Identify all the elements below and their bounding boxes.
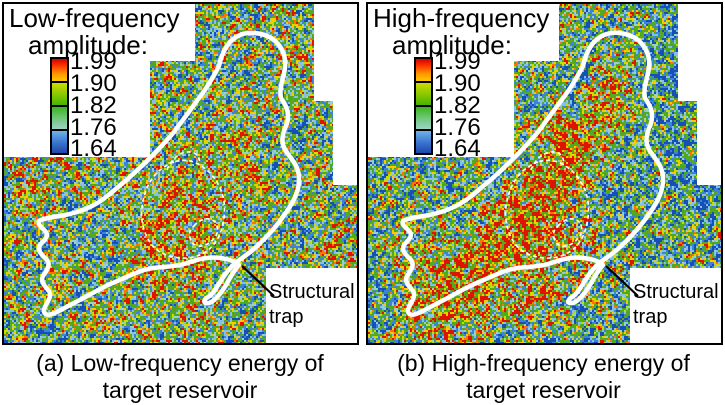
inner-contour-dashed — [188, 217, 219, 247]
survey-boundary-mask — [4, 4, 195, 61]
legend-title-line1: High-frequency — [373, 3, 550, 33]
structural-trap-label-line2: trap — [633, 306, 668, 328]
colorbar-tick-label: 1.64 — [434, 135, 481, 162]
survey-boundary-mask — [314, 4, 357, 101]
structural-trap-label-line2: trap — [269, 306, 304, 328]
colorbar-segment — [416, 59, 431, 83]
colorbar-segment — [416, 131, 431, 153]
panel-low-frequency: Low-frequency amplitude: 1.99 1.90 1.82 … — [2, 2, 359, 345]
caption-a-line1: (a) Low-frequency energy of — [36, 350, 324, 376]
colorbar-tick-label: 1.76 — [70, 114, 117, 141]
colorbar-segment — [52, 59, 67, 83]
inner-contour-dashed — [140, 159, 226, 259]
structural-trap-outline — [36, 30, 302, 317]
structural-trap-label-line1: Structural — [269, 281, 355, 303]
inner-contour-dashed — [504, 159, 590, 259]
survey-boundary-mask — [368, 4, 559, 61]
colorbar-tick-label: 1.64 — [70, 135, 117, 162]
caption-a-line2: target reservoir — [102, 377, 258, 403]
survey-boundary-mask — [4, 61, 150, 157]
survey-boundary-mask — [697, 101, 721, 185]
structural-trap-label: Structural trap — [269, 280, 355, 330]
colorbar-tick-label: 1.90 — [434, 70, 481, 97]
colorbar-tick-label: 1.99 — [434, 48, 481, 75]
colorbar-tick-label: 1.90 — [70, 70, 117, 97]
colorbar-segment — [52, 107, 67, 131]
colorbar-tick-label: 1.82 — [434, 92, 481, 119]
colorbar-tick-label: 1.99 — [70, 48, 117, 75]
colorbar-segment — [52, 83, 67, 107]
structural-trap-label-line1: Structural — [633, 281, 719, 303]
structural-trap-outline — [400, 30, 666, 317]
legend-title-line2: amplitude: — [392, 30, 512, 60]
legend-title-line2: amplitude: — [28, 30, 148, 60]
inner-contour-dashed — [552, 217, 583, 247]
map-overlay — [368, 4, 721, 343]
amplitude-colorbar — [50, 57, 69, 155]
structural-trap-leader-line — [241, 265, 275, 297]
inner-contour-dashed — [530, 151, 565, 171]
caption-a: (a) Low-frequency energy of target reser… — [0, 350, 360, 404]
caption-b-line1: (b) High-frequency energy of — [397, 350, 690, 376]
structural-trap-leader-line — [605, 265, 639, 297]
survey-boundary-mask — [368, 61, 514, 157]
amplitude-colorbar — [414, 57, 433, 155]
structural-trap-label: Structural trap — [633, 280, 719, 330]
colorbar-tick-label: 1.82 — [70, 92, 117, 119]
colorbar-tick-label: 1.76 — [434, 114, 481, 141]
colorbar-segment — [416, 83, 431, 107]
survey-boundary-mask — [333, 101, 357, 185]
survey-boundary-mask — [678, 4, 721, 101]
annotation-box-mask — [266, 268, 357, 343]
caption-b: (b) High-frequency energy of target rese… — [362, 350, 725, 404]
annotation-box-mask — [630, 268, 721, 343]
colorbar-segment — [52, 131, 67, 153]
map-overlay — [4, 4, 357, 343]
inner-contour-dashed — [166, 151, 201, 171]
colorbar-segment — [416, 107, 431, 131]
panel-high-frequency: High-frequency amplitude: 1.99 1.90 1.82… — [366, 2, 723, 345]
legend-title-line1: Low-frequency — [9, 3, 180, 33]
caption-b-line2: target reservoir — [466, 377, 621, 403]
